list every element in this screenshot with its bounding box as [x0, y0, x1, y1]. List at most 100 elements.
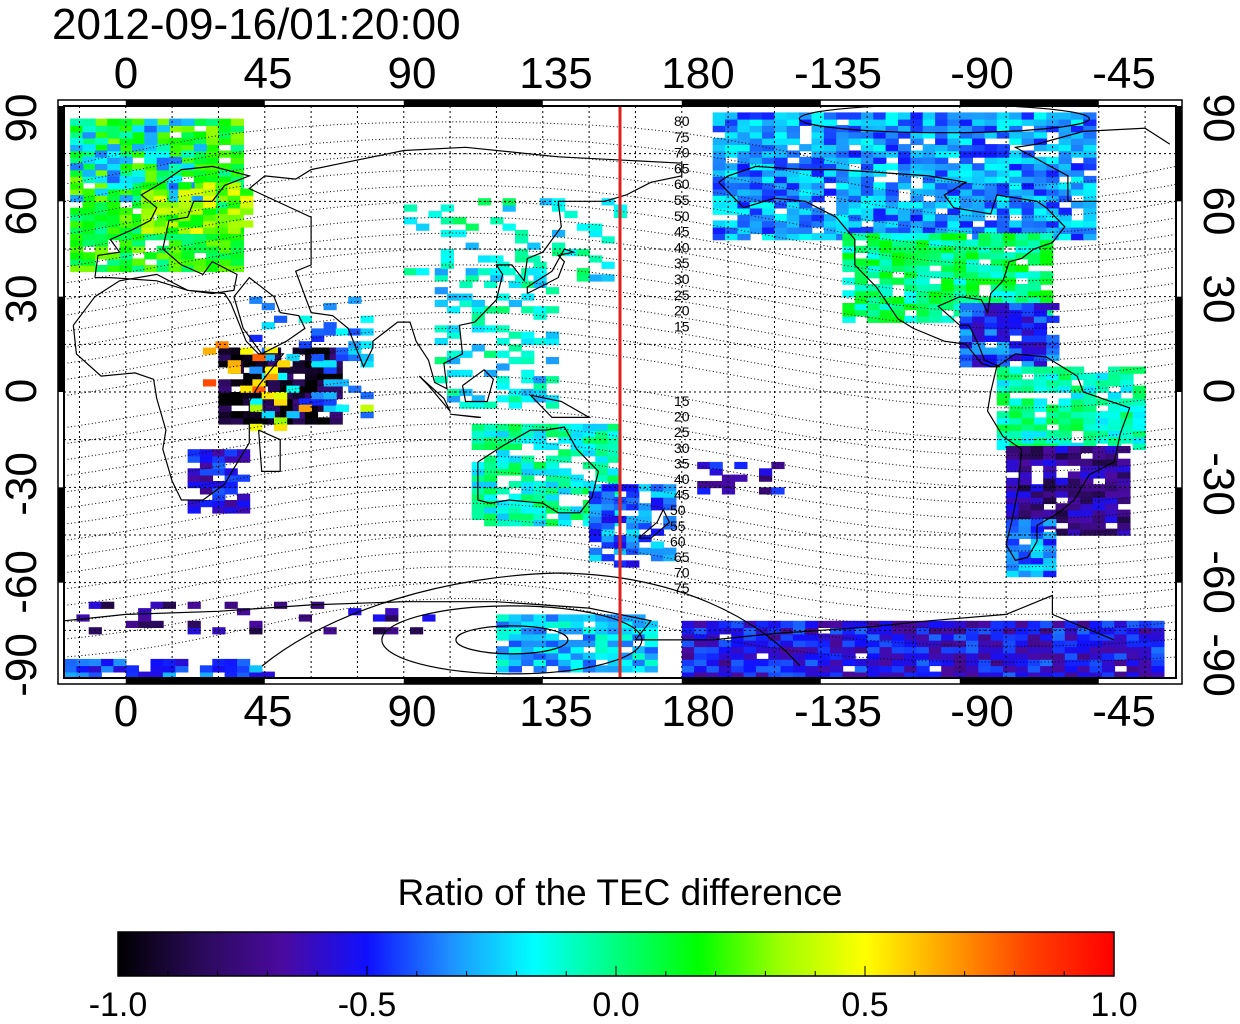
tec-cell — [817, 633, 831, 641]
tec-cell — [996, 195, 1010, 203]
tec-cell — [1033, 322, 1048, 330]
tec-cell — [249, 366, 263, 374]
tec-cell — [1021, 328, 1035, 336]
tec-cell — [1071, 175, 1085, 184]
tec-cell — [879, 245, 893, 253]
tec-cell — [904, 665, 918, 673]
tec-cell — [799, 182, 813, 190]
tec-cell — [842, 303, 856, 311]
tec-cell — [589, 522, 603, 530]
tec-cell — [502, 223, 516, 231]
tec-cell — [749, 125, 763, 133]
tec-cell — [434, 274, 448, 282]
tec-cell — [175, 665, 189, 673]
contour-label: 65 — [674, 160, 690, 176]
tec-cell — [1040, 233, 1054, 241]
tec-cell — [1117, 509, 1131, 517]
tec-cell — [928, 309, 943, 317]
tec-cell — [360, 411, 374, 419]
tec-cell — [521, 357, 535, 365]
tec-cell — [212, 487, 226, 495]
tec-cell — [1009, 182, 1023, 190]
tec-cell — [780, 652, 794, 660]
tec-cell — [82, 144, 96, 152]
tec-cell — [941, 652, 955, 660]
tec-cell — [1021, 404, 1035, 412]
tec-cell — [1080, 522, 1094, 530]
tec-cell — [558, 512, 572, 520]
tec-cell — [1040, 665, 1054, 673]
tec-cell — [842, 658, 856, 667]
tec-cell — [996, 372, 1010, 381]
tec-cell — [496, 614, 510, 622]
tec-cell — [496, 665, 510, 673]
tec-cell — [1009, 430, 1023, 438]
tec-cell — [169, 156, 183, 164]
tec-cell — [144, 252, 158, 260]
tec-cell — [490, 217, 504, 225]
tec-cell — [1132, 392, 1146, 400]
tec-cell — [1006, 519, 1020, 527]
tec-cell — [193, 175, 207, 184]
tec-cell — [243, 353, 257, 362]
tec-cell — [70, 195, 84, 203]
tec-cell — [230, 163, 244, 171]
tec-cell — [181, 239, 195, 247]
tec-cell — [842, 277, 856, 285]
tec-cell — [1003, 665, 1017, 673]
tec-cell — [1021, 436, 1035, 444]
tec-cell — [156, 252, 170, 260]
tec-cell — [916, 296, 930, 304]
tec-cell — [663, 490, 677, 498]
tec-cell — [141, 182, 155, 190]
tec-cell — [799, 156, 813, 164]
tec-cell — [521, 280, 535, 288]
tec-cell — [743, 658, 757, 667]
tec-cell — [1015, 658, 1029, 667]
tec-cell — [465, 223, 479, 231]
tec-cell — [138, 614, 152, 622]
tec-cell — [823, 118, 838, 126]
tec-cell — [1033, 417, 1048, 425]
tec-cell — [1117, 515, 1131, 524]
tec-cell — [218, 125, 232, 133]
tec-cell — [64, 658, 78, 667]
tec-cell — [836, 150, 850, 158]
tec-cell — [972, 150, 986, 158]
tec-cell — [1058, 118, 1072, 126]
tec-cell — [774, 233, 788, 241]
tec-cell — [440, 249, 454, 257]
tec-cell — [928, 296, 943, 304]
tec-cell — [70, 258, 84, 266]
tec-cell — [922, 144, 936, 152]
tec-cell — [811, 150, 825, 158]
tec-cell — [1132, 417, 1146, 425]
tec-cell — [836, 182, 850, 190]
tec-cell — [1027, 239, 1041, 247]
tec-cell — [1006, 550, 1020, 559]
tec-cell — [1052, 652, 1066, 660]
tec-cell — [928, 271, 943, 279]
tec-cell — [1071, 398, 1085, 406]
tec-cell — [521, 388, 535, 396]
tec-cell — [582, 430, 597, 438]
tec-cell — [1138, 620, 1153, 628]
tec-cell — [749, 214, 763, 222]
tec-cell — [626, 490, 640, 498]
tec-cell — [712, 233, 726, 241]
colorbar-ticks — [117, 966, 1115, 976]
tec-cell — [644, 646, 658, 654]
frame-bar — [125, 678, 265, 684]
top-tick-label: 0 — [114, 49, 138, 98]
tec-cell — [589, 255, 603, 263]
tec-cell — [1108, 392, 1122, 400]
tec-cell — [916, 233, 930, 241]
tec-cell — [793, 671, 807, 678]
tec-cell — [830, 671, 844, 678]
contour-loop — [798, 106, 1090, 134]
tec-cell — [972, 353, 986, 362]
tec-cell — [360, 392, 374, 400]
tec-cell — [620, 614, 634, 622]
tec-cell — [1058, 430, 1072, 438]
tec-cell — [317, 417, 331, 425]
